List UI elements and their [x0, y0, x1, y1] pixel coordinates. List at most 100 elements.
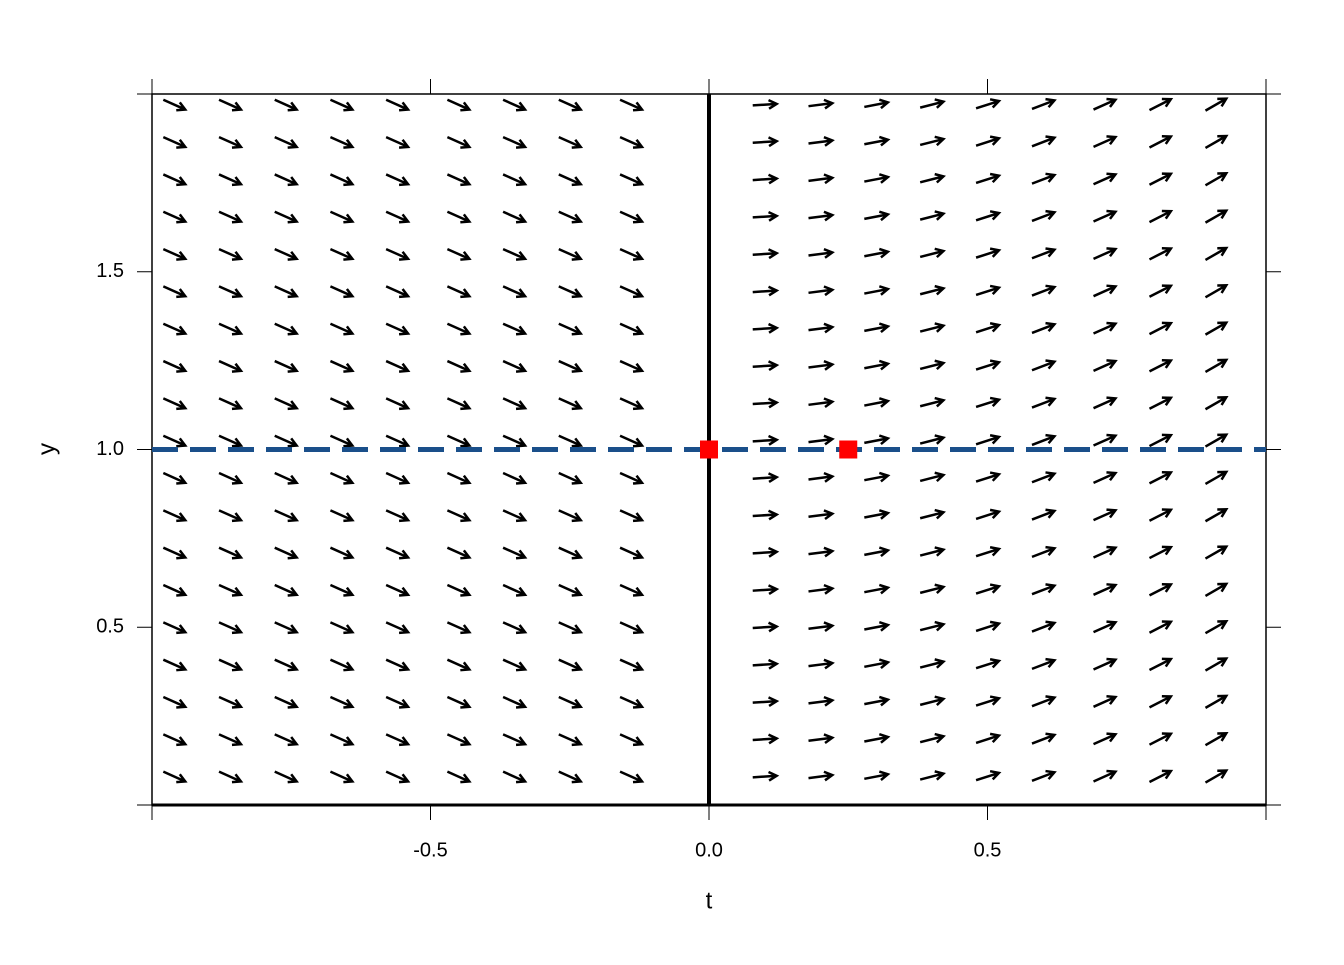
- slope-arrow: [502, 173, 528, 187]
- slope-arrow: [619, 733, 645, 747]
- slope-arrow: [1204, 657, 1229, 672]
- slope-arrow: [558, 471, 584, 485]
- slope-arrow: [274, 583, 300, 597]
- slope-arrow: [975, 210, 1002, 222]
- slope-arrow: [864, 733, 891, 744]
- slope-arrow: [619, 583, 645, 597]
- slope-arrow: [864, 621, 891, 632]
- slope-arrow: [919, 732, 946, 744]
- slope-arrow: [919, 210, 946, 221]
- slope-arrow: [919, 508, 946, 520]
- slope-arrow: [919, 658, 946, 669]
- slope-arrow: [619, 173, 645, 187]
- slope-arrow: [218, 173, 244, 187]
- slope-arrow: [329, 434, 355, 448]
- slope-arrow: [864, 695, 891, 707]
- slope-arrow: [975, 583, 1002, 595]
- slope-arrow: [446, 434, 472, 448]
- slope-arrow: [808, 136, 835, 147]
- slope-arrow: [975, 471, 1002, 483]
- slope-arrow: [1031, 172, 1057, 185]
- slope-arrow: [808, 471, 835, 483]
- slope-arrow: [808, 285, 835, 297]
- slope-arrow: [558, 397, 584, 411]
- slope-arrow: [274, 434, 300, 448]
- slope-arrow: [502, 322, 528, 336]
- slope-arrow: [919, 546, 946, 557]
- slope-arrow: [864, 98, 891, 110]
- slope-arrow: [864, 247, 891, 259]
- slope-arrow: [446, 583, 472, 597]
- slope-arrow: [619, 770, 645, 784]
- slope-arrow: [1031, 321, 1057, 335]
- slope-arrow: [1148, 284, 1174, 298]
- slope-arrow: [162, 471, 188, 485]
- slope-arrow: [1031, 545, 1057, 559]
- slope-arrow: [1148, 358, 1174, 373]
- slope-arrow: [1093, 247, 1118, 261]
- slope-arrow: [385, 173, 411, 187]
- slope-arrow: [1204, 694, 1229, 709]
- slope-arrow: [218, 583, 244, 597]
- slope-arrow: [752, 584, 780, 596]
- slope-arrow: [864, 359, 891, 371]
- slope-arrow: [752, 98, 780, 110]
- y-tick-label: 1.5: [96, 260, 124, 282]
- slope-arrow: [162, 546, 188, 560]
- slope-arrow: [162, 733, 188, 747]
- slope-arrow: [1148, 508, 1174, 522]
- slope-arrow: [1148, 321, 1174, 336]
- slope-arrow: [1093, 433, 1118, 447]
- slope-arrow: [975, 247, 1002, 259]
- slope-arrow: [218, 210, 244, 224]
- slope-arrow: [329, 658, 355, 672]
- slope-arrow: [385, 359, 411, 373]
- slope-arrow: [274, 285, 300, 299]
- slope-arrow: [162, 359, 188, 373]
- slope-arrow: [864, 583, 891, 595]
- slope-arrow: [274, 658, 300, 672]
- slope-arrow: [162, 210, 188, 224]
- y-tick-label: 1.0: [96, 438, 124, 460]
- slope-arrow: [1031, 732, 1057, 745]
- slope-arrow: [752, 173, 780, 185]
- slope-arrow: [446, 210, 472, 224]
- slope-arrow: [919, 396, 946, 408]
- slope-arrow: [1031, 583, 1057, 596]
- slope-arrow: [274, 322, 300, 336]
- slope-arrow: [558, 770, 584, 784]
- slope-arrow: [919, 247, 946, 259]
- slope-arrow: [446, 247, 472, 261]
- slope-arrow: [919, 322, 946, 333]
- slope-arrow: [1204, 769, 1229, 784]
- slope-arrow: [274, 98, 300, 112]
- slope-arrow: [502, 621, 528, 635]
- slope-arrow: [752, 434, 780, 446]
- slope-arrow: [1204, 470, 1229, 486]
- slope-arrow: [808, 359, 835, 371]
- slope-arrow: [162, 434, 188, 448]
- slope-arrow: [1204, 321, 1229, 336]
- slope-arrow: [808, 621, 835, 633]
- slope-arrow: [162, 658, 188, 672]
- slope-arrow: [446, 658, 472, 672]
- slope-arrow: [864, 509, 891, 520]
- slope-arrow: [864, 397, 891, 408]
- slope-arrow: [329, 583, 355, 597]
- slope-arrow: [558, 173, 584, 187]
- slope-arrow: [1093, 508, 1118, 522]
- slope-arrow: [1148, 545, 1174, 560]
- slope-arrow: [162, 621, 188, 635]
- slope-arrow: [218, 434, 244, 448]
- slope-arrow: [385, 658, 411, 672]
- slope-arrow: [1148, 396, 1174, 410]
- slope-arrow: [446, 359, 472, 373]
- slope-arrow: [975, 434, 1002, 446]
- slope-arrow: [752, 248, 780, 260]
- slope-arrow: [218, 98, 244, 112]
- slope-arrow: [919, 695, 946, 707]
- slope-arrow: [274, 471, 300, 485]
- slope-arrow: [752, 472, 780, 484]
- slope-arrow: [808, 397, 835, 409]
